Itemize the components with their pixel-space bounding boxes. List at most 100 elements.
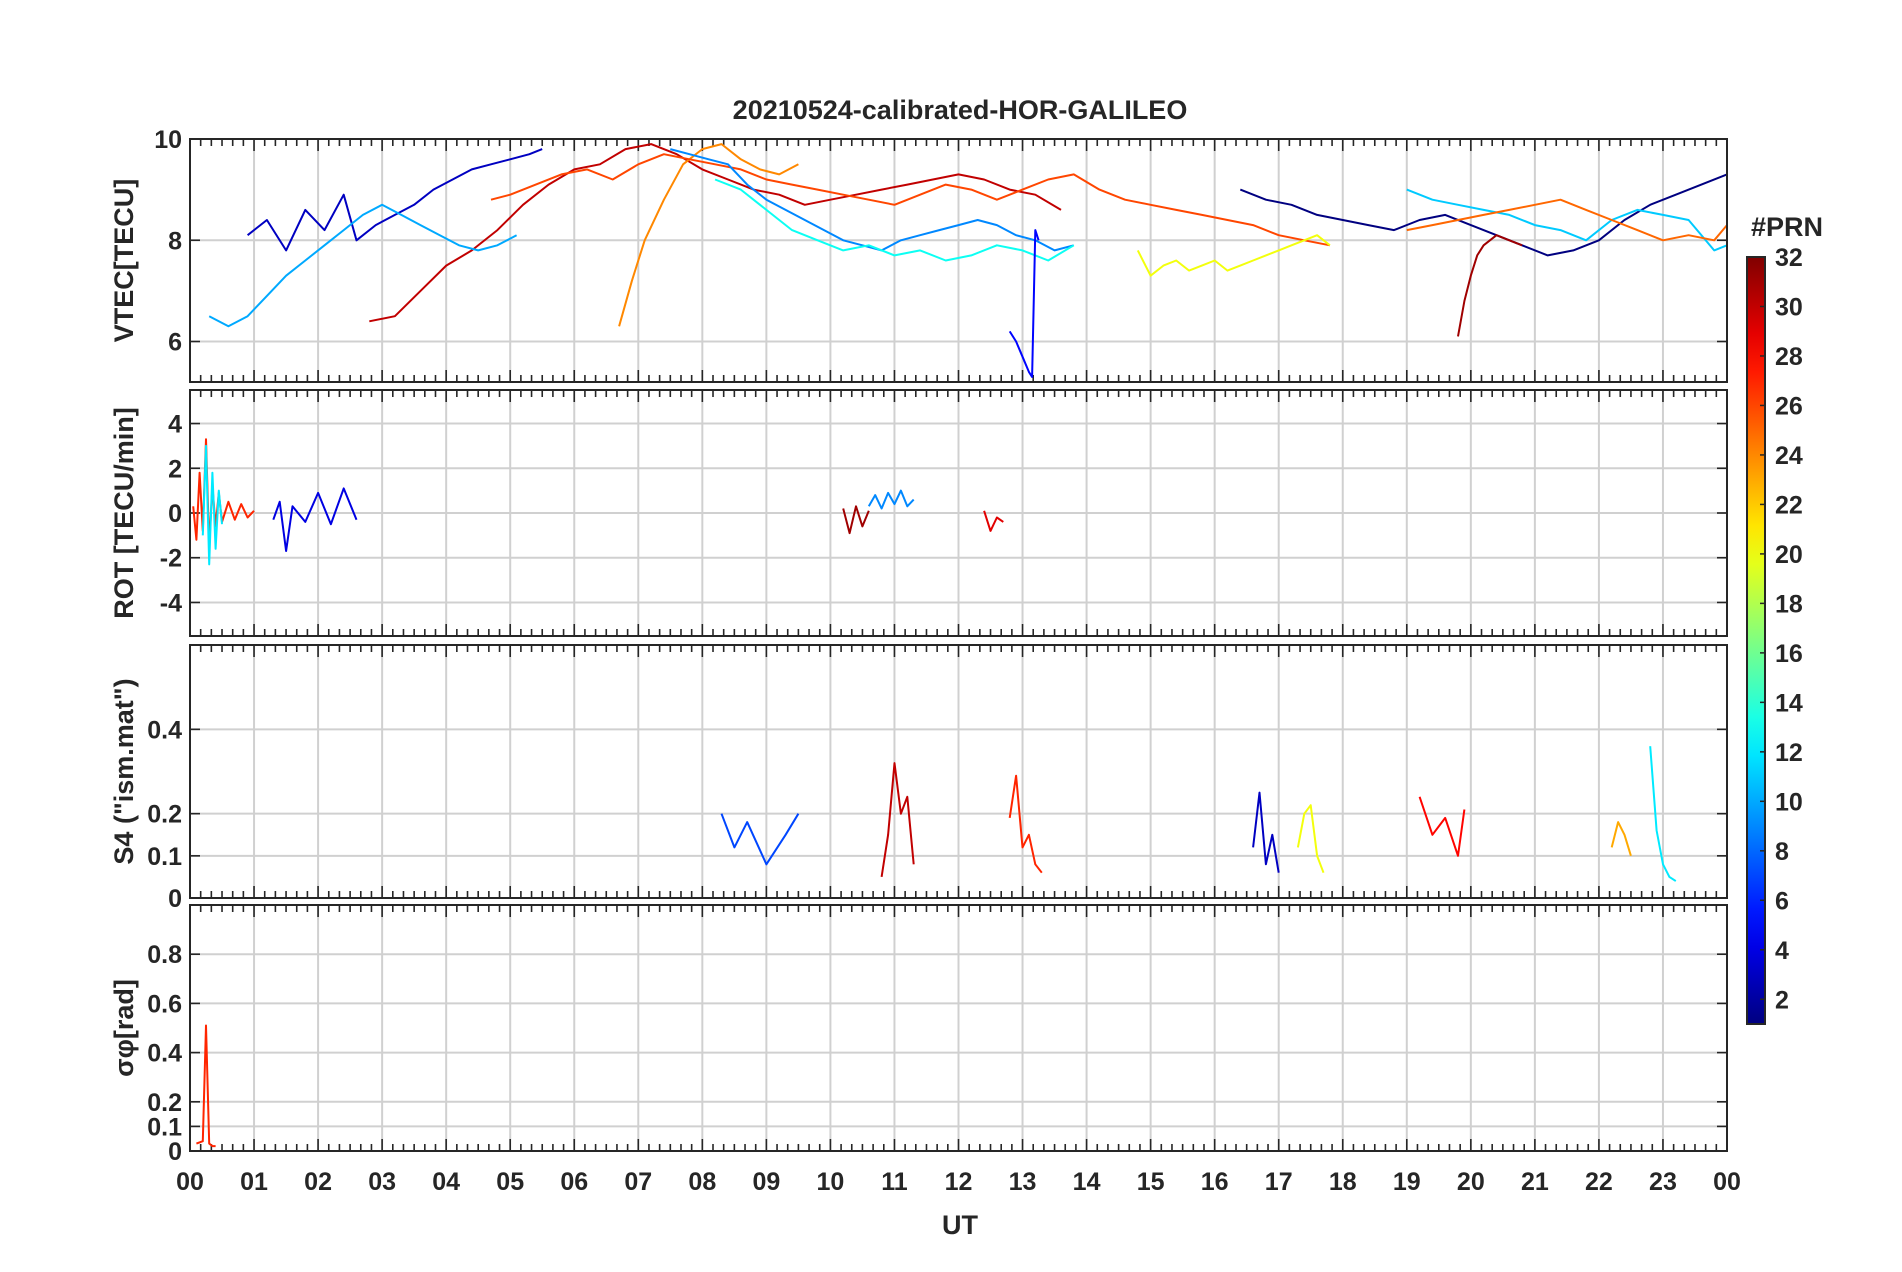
x-tick-label: 10 — [817, 1168, 845, 1196]
series-line-prn-20 — [1136, 234, 1331, 277]
panel-s4: 0 0.1 0.2 0.4 S4 ("ism.mat") — [109, 644, 1728, 913]
colorbar-tick-label: 6 — [1775, 887, 1789, 915]
series-line-prn-10 — [208, 203, 518, 328]
panel-frame — [189, 138, 1728, 383]
series-group — [208, 143, 1727, 378]
colorbar-tick-label: 14 — [1775, 689, 1803, 717]
series-group — [720, 746, 1677, 882]
x-tick-label: 19 — [1393, 1168, 1421, 1196]
panel-rot: -4 -2 0 2 4 ROT [TECU/min] — [109, 389, 1728, 637]
y-tick-label: 4 — [168, 411, 182, 439]
series-line-prn-3 — [1252, 791, 1280, 873]
x-tick-label: 02 — [304, 1168, 332, 1196]
x-tick-label: 11 — [881, 1168, 908, 1196]
panel-sigma: 00.10.2 0.4 0.6 0.8 σφ[rad] — [109, 904, 1728, 1166]
x-tick-label: 08 — [688, 1168, 716, 1196]
x-tick-labels: 00 01 02 03 04 05 06 07 08 09 10 11 12 13 14 15 16 17 18 19… — [176, 1168, 1741, 1196]
colorbar-tick-label: 4 — [1775, 937, 1789, 965]
series-line-prn-27 — [1008, 774, 1043, 874]
panel-frame — [189, 904, 1728, 1152]
series-line-prn-4 — [272, 487, 358, 552]
colorbar-tick-label: 10 — [1775, 788, 1803, 816]
colorbar-tick-label: 18 — [1775, 590, 1803, 618]
x-tick-label: 23 — [1649, 1168, 1677, 1196]
series-line-prn-30 — [880, 762, 915, 878]
series-line-prn-9 — [670, 148, 1075, 252]
series-line-prn-31 — [1457, 234, 1523, 337]
y-tick-label: 0.4 — [147, 1040, 182, 1068]
y-axis-label-sigma: σφ[rad] — [109, 979, 139, 1077]
series-line-prn-26 — [490, 153, 1331, 247]
x-tick-label: 06 — [560, 1168, 588, 1196]
series-line-prn-12 — [201, 444, 223, 566]
colorbar-tick-label: 20 — [1775, 541, 1803, 569]
colorbar-tick-label: 2 — [1775, 986, 1789, 1014]
y-tick-label: 2 — [168, 455, 182, 483]
series-line-prn-29 — [983, 510, 1004, 532]
y-tick-label: 0.1 — [147, 843, 182, 871]
y-tick-label: 0.4 — [147, 716, 182, 744]
series-line-prn-3 — [246, 148, 543, 252]
x-tick-label: 07 — [624, 1168, 652, 1196]
series-line-prn-12 — [1649, 746, 1677, 882]
series-line-prn-30 — [369, 143, 1062, 323]
y-tick-label: 0.8 — [147, 941, 182, 969]
panel-frame — [189, 644, 1728, 899]
y-tick-label: -4 — [160, 589, 182, 617]
x-tick-label: 17 — [1265, 1168, 1293, 1196]
x-tick-label: 04 — [432, 1168, 460, 1196]
colorbar-tick-label: 30 — [1775, 293, 1803, 321]
y-tick-label: 10 — [154, 126, 182, 154]
x-tick-label: 16 — [1201, 1168, 1229, 1196]
series-line-prn-28 — [1418, 796, 1466, 857]
x-tick-label: 01 — [240, 1168, 268, 1196]
x-tick-label: 21 — [1521, 1168, 1549, 1196]
x-tick-label: 00 — [1713, 1168, 1741, 1196]
y-axis-label-s4: S4 ("ism.mat") — [109, 678, 139, 864]
y-tick-label: 0.6 — [147, 990, 182, 1018]
y-tick-label: -2 — [160, 545, 182, 573]
x-tick-label: 20 — [1457, 1168, 1485, 1196]
y-tick-label: 8 — [168, 227, 182, 255]
colorbar-gradient — [1746, 256, 1766, 1025]
series-line-prn-1 — [1239, 173, 1727, 257]
series-line-prn-25 — [1406, 198, 1727, 242]
series-line-prn-27 — [196, 1024, 216, 1148]
x-tick-label: 22 — [1585, 1168, 1613, 1196]
chart-title: 20210524-calibrated-HOR-GALILEO — [733, 95, 1188, 125]
y-tick-label: 0.1 — [147, 1113, 182, 1141]
panel-vtec: 6 8 10 VTEC[TECU] — [109, 126, 1728, 383]
x-tick-label: 18 — [1329, 1168, 1357, 1196]
y-tick-label: 0 — [168, 885, 182, 913]
colorbar-tick-label: 26 — [1775, 392, 1803, 420]
y-tick-label: 0 — [168, 500, 182, 528]
x-tick-label: 13 — [1009, 1168, 1037, 1196]
x-tick-label: 00 — [176, 1168, 204, 1196]
y-tick-label: 0.2 — [147, 801, 182, 829]
y-tick-label: 6 — [168, 329, 182, 357]
series-group — [192, 438, 1004, 566]
colorbar-tick-label: 32 — [1775, 244, 1803, 272]
y-axis-label-vtec: VTEC[TECU] — [109, 179, 139, 343]
colorbar-tick-label: 12 — [1775, 739, 1803, 767]
series-line-prn-24 — [618, 143, 799, 327]
colorbar-tick-label: 8 — [1775, 838, 1789, 866]
x-axis-label: UT — [942, 1210, 978, 1240]
series-group — [196, 1024, 216, 1148]
y-axis-label-rot: ROT [TECU/min] — [109, 407, 139, 618]
colorbar-tick-label: 22 — [1775, 491, 1803, 519]
x-tick-label: 14 — [1073, 1168, 1101, 1196]
colorbar-title: #PRN — [1751, 212, 1823, 242]
x-tick-label: 15 — [1137, 1168, 1165, 1196]
series-line-prn-20 — [1296, 804, 1325, 874]
colorbar-tick-label: 16 — [1775, 640, 1803, 668]
x-tick-label: 12 — [945, 1168, 973, 1196]
x-tick-label: 09 — [752, 1168, 780, 1196]
series-line-prn-23 — [1610, 821, 1632, 857]
series-line-prn-9 — [867, 489, 915, 510]
x-tick-label: 03 — [368, 1168, 396, 1196]
y-tick-label: 0.2 — [147, 1089, 182, 1117]
